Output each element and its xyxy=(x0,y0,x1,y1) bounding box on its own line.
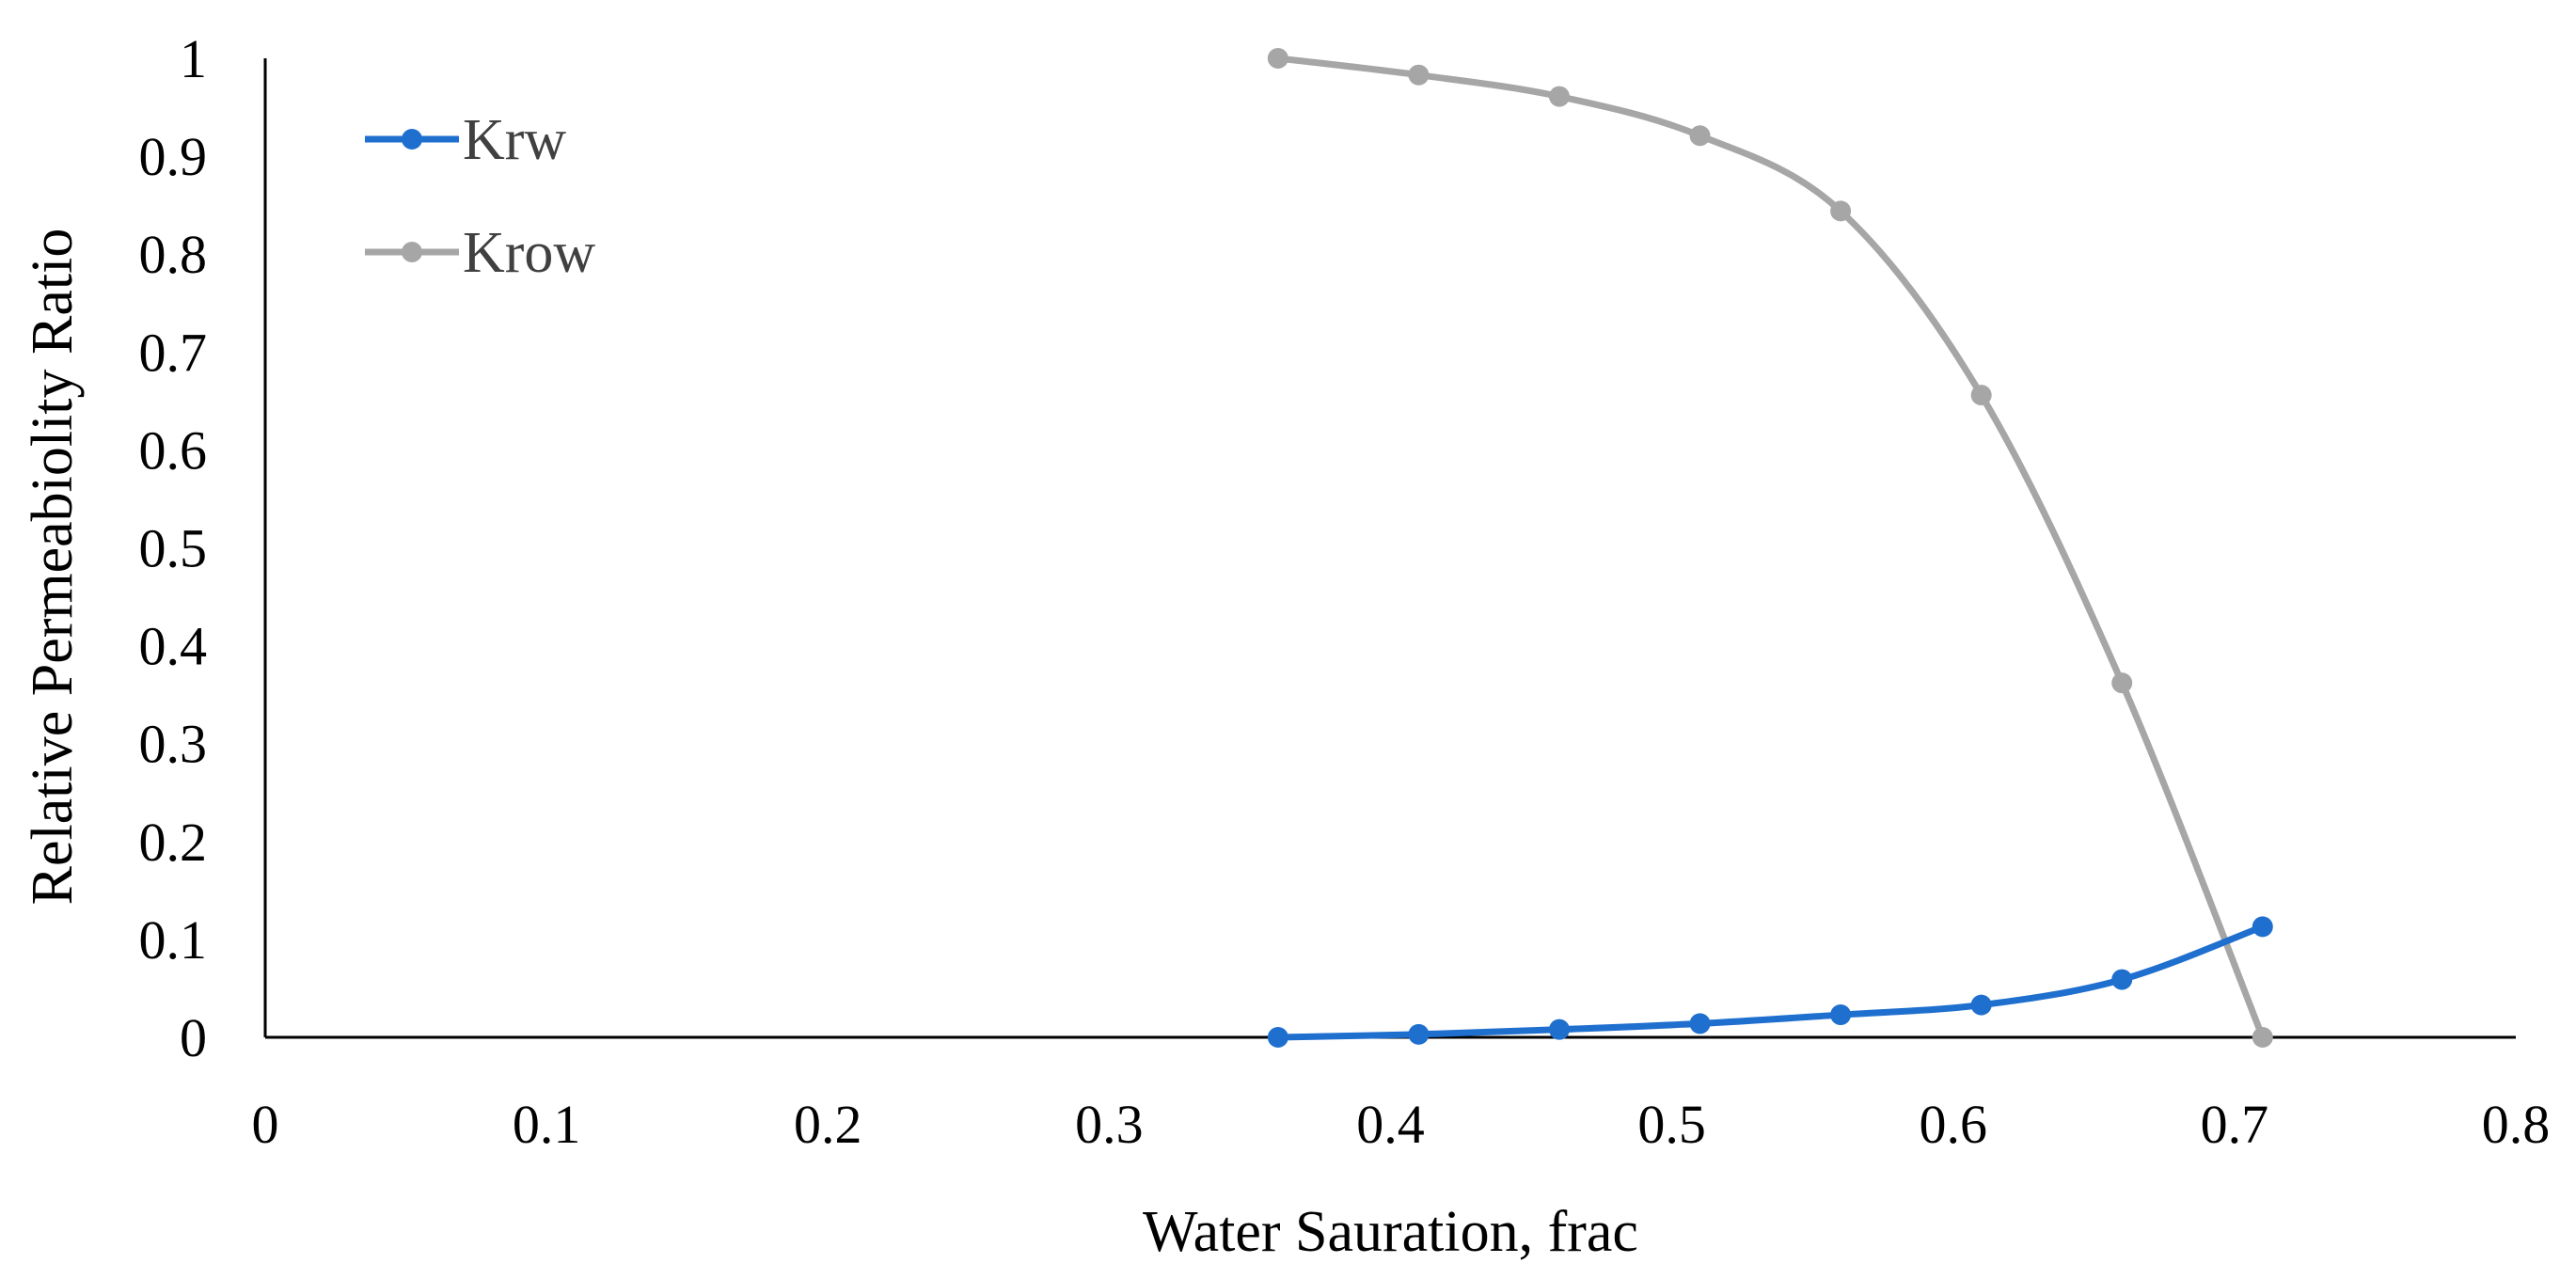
data-point-krow xyxy=(1548,86,1570,107)
y-tick-label: 0.7 xyxy=(139,322,208,383)
series-krw xyxy=(1267,916,2273,1048)
data-point-krow xyxy=(1970,385,1992,406)
data-point-krow xyxy=(1408,64,1430,86)
x-tick-label: 0.7 xyxy=(2201,1094,2269,1155)
legend-label-krw: Krw xyxy=(463,108,566,172)
data-point-krw xyxy=(1830,1004,1852,1026)
axes: 0 0.1 0.2 0.3 0.4 0.5 0.6 0.7 0.8 0 0.1 0.2 0.3 0.4 0.… xyxy=(139,28,2551,1155)
y-tick-label: 0.3 xyxy=(139,714,208,775)
data-point-krow xyxy=(2252,1027,2273,1048)
x-tick-label: 0.2 xyxy=(794,1094,862,1155)
legend-item-krw: Krw xyxy=(365,108,566,172)
legend-label-krow: Krow xyxy=(463,221,595,285)
data-point-krw xyxy=(2252,916,2273,938)
data-point-krw xyxy=(2111,969,2133,990)
x-tick-label: 0.1 xyxy=(513,1094,581,1155)
x-tick-label: 0.3 xyxy=(1075,1094,1144,1155)
data-point-krow xyxy=(2111,672,2133,694)
data-point-krw xyxy=(1408,1023,1430,1045)
data-point-krow xyxy=(1830,200,1852,222)
y-tick-label: 0.6 xyxy=(139,419,208,481)
data-point-krw xyxy=(1267,1027,1288,1048)
y-tick-label: 0.8 xyxy=(139,224,208,285)
x-tick-label: 0 xyxy=(252,1094,279,1155)
y-tick-label: 0.2 xyxy=(139,812,208,873)
data-point-krw xyxy=(1548,1018,1570,1040)
legend-marker-krow xyxy=(402,242,422,262)
data-point-krw xyxy=(1970,994,1992,1016)
x-tick-label: 0.4 xyxy=(1356,1094,1425,1155)
x-tick-label: 0.6 xyxy=(1920,1094,1988,1155)
y-tick-label: 1 xyxy=(180,28,207,89)
data-point-krw xyxy=(1689,1013,1711,1034)
series-line-krw xyxy=(1274,923,2267,1041)
y-tick-label: 0.9 xyxy=(139,126,208,187)
legend-marker-krw xyxy=(402,129,422,150)
y-tick-label: 0.5 xyxy=(139,518,208,579)
legend-item-krow: Krow xyxy=(365,221,595,285)
y-tick-label: 0.1 xyxy=(139,909,208,971)
data-point-krow xyxy=(1689,125,1711,147)
series-krow xyxy=(1267,48,2273,1048)
legend: Krw Krow xyxy=(365,108,595,285)
y-tick-label: 0.4 xyxy=(139,616,208,677)
y-tick-label: 0 xyxy=(180,1007,207,1068)
x-tick-label: 0.8 xyxy=(2482,1094,2551,1155)
data-point-krow xyxy=(1267,48,1288,69)
x-axis-title: Water Sauration, frac xyxy=(1143,1200,1638,1264)
x-tick-label: 0.5 xyxy=(1637,1094,1706,1155)
y-axis-title: Relative Permeabiolity Ratio xyxy=(21,229,85,906)
series-group xyxy=(1267,48,2273,1048)
series-line-krow xyxy=(1274,55,2267,1041)
